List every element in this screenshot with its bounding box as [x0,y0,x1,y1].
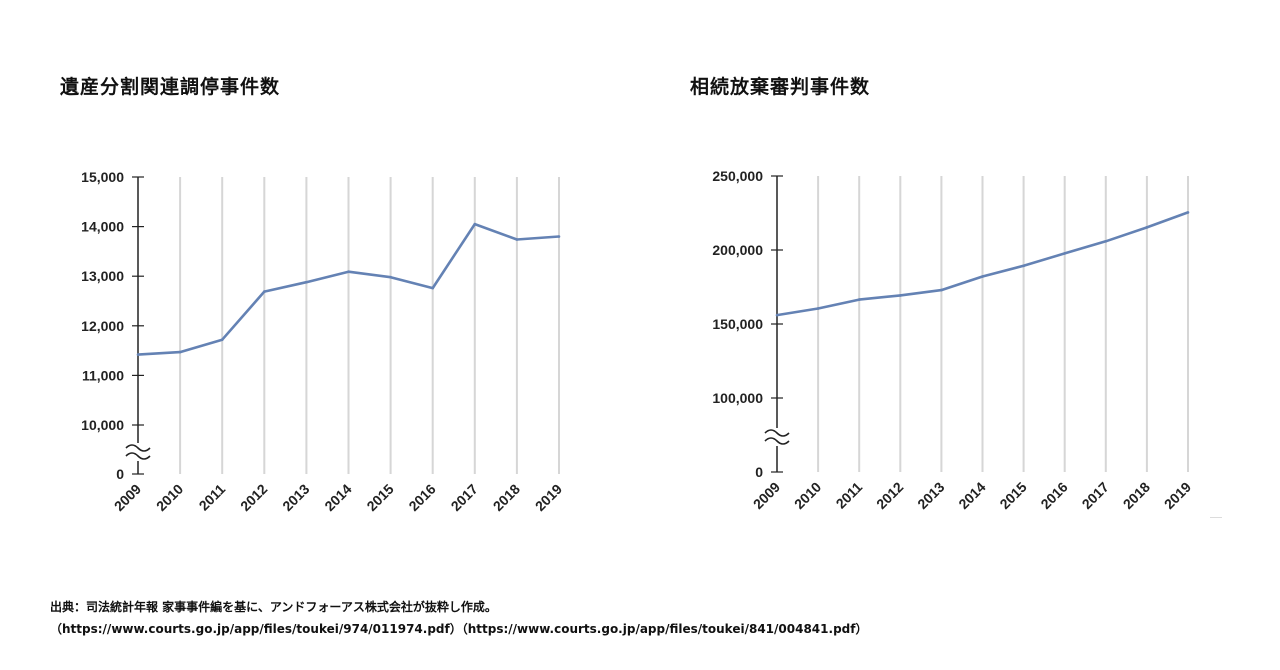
data-point [136,353,140,356]
axis-break-mark [125,443,151,461]
x-tick-label: 2011 [833,479,866,512]
data-point [1063,252,1066,255]
data-point [178,350,182,354]
chart-title-inheritance-division: 遺産分割関連調停事件数 [60,76,281,98]
data-point [857,298,861,301]
x-tick-label: 2012 [873,479,906,512]
data-point [816,307,820,310]
data-point [431,286,435,290]
source-note: 出典：司法統計年報 家事事件編を基に、アンドフォーアス株式会社が抜粋し作成。 [50,600,497,614]
x-tick-label: 2018 [1120,479,1153,512]
data-point [940,288,943,292]
data-point [220,338,224,341]
data-point [347,270,350,274]
y-tick-label: 10,000 [81,417,124,433]
source-urls: （https://www.courts.go.jp/app/files/touk… [50,622,868,636]
x-tick-label: 2011 [196,481,229,514]
y-tick-label: 11,000 [82,367,124,383]
x-tick-label: 2013 [914,479,947,512]
data-point [389,275,392,279]
axis-break-mark [764,428,790,446]
x-tick-label: 2009 [750,479,783,512]
chart-title-renunciation: 相続放棄審判事件数 [690,76,871,98]
y-tick-label-zero: 0 [755,464,763,480]
data-point [1022,264,1025,268]
divider [1210,517,1222,518]
y-tick-label: 15,000 [81,169,124,185]
data-point [1145,226,1149,229]
y-tick-label: 150,000 [712,316,763,332]
x-tick-label: 2017 [448,481,481,514]
data-point [263,290,266,293]
data-point [1186,211,1190,214]
x-tick-label: 2015 [996,479,1029,512]
data-point [1104,239,1108,243]
data-point [515,238,519,241]
data-point [775,313,779,317]
y-tick-label: 100,000 [712,390,763,406]
x-tick-label: 2015 [363,481,396,514]
x-tick-label: 2019 [532,481,565,514]
x-tick-label: 2009 [111,481,144,514]
line-chart-inheritance-division: 15,000 14,000 13,000 12,000 11,000 10,000 0200… [81,169,565,514]
y-tick-label: 200,000 [712,242,763,258]
x-tick-label: 2012 [237,481,270,514]
x-tick-label: 2016 [405,481,438,514]
x-tick-label: 2014 [955,479,988,512]
x-tick-label: 2013 [279,481,312,514]
data-point [473,222,477,226]
y-tick-label: 13,000 [81,268,124,284]
y-tick-label-zero: 0 [116,466,124,482]
y-tick-label: 12,000 [81,318,124,334]
y-tick-label: 250,000 [712,168,763,184]
x-tick-label: 2014 [321,481,354,514]
data-point [305,280,308,284]
x-tick-label: 2010 [153,481,186,514]
x-tick-label: 2019 [1161,479,1194,512]
x-tick-label: 2017 [1079,479,1112,512]
data-point [899,294,902,297]
data-point [557,235,561,238]
y-tick-label: 14,000 [81,219,124,235]
data-point [981,275,984,278]
x-tick-label: 2018 [490,481,523,514]
x-tick-label: 2016 [1037,479,1070,512]
x-tick-label: 2010 [791,479,824,512]
